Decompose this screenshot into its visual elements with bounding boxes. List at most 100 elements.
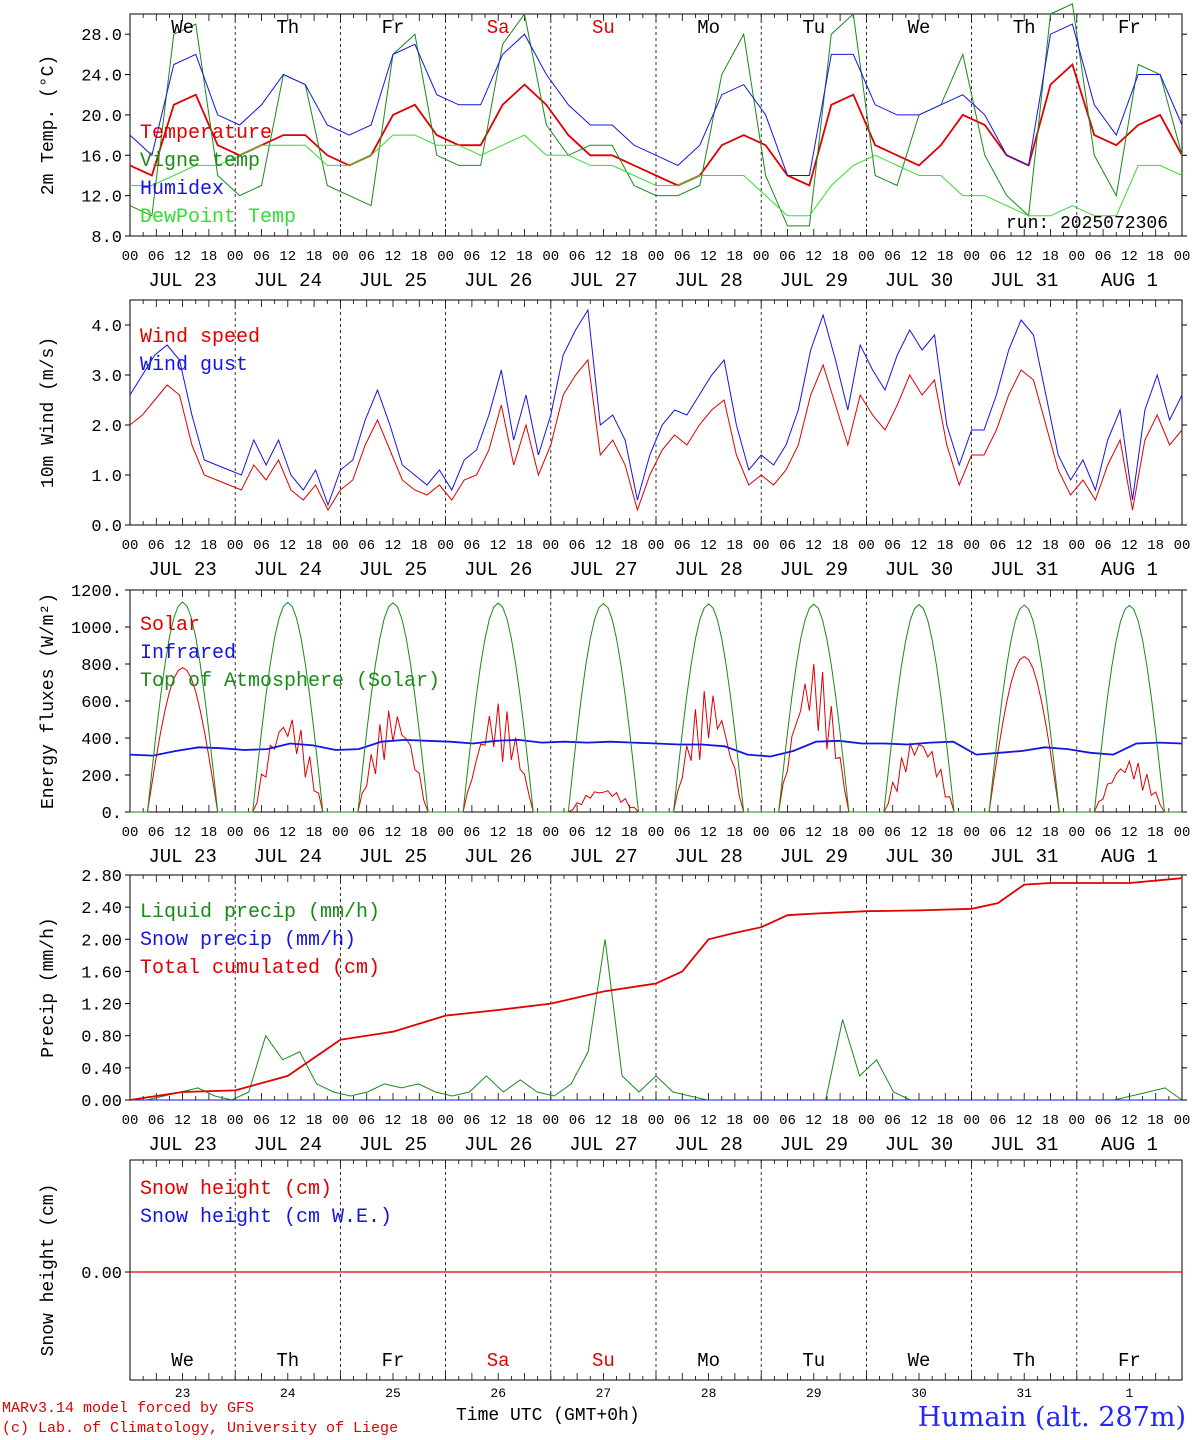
y-axis-title: 2m Temp. (°C)	[39, 55, 59, 195]
day-number: 29	[806, 1386, 822, 1401]
hour-tick-label: 18	[516, 1113, 533, 1129]
date-label: JUL 27	[569, 846, 637, 868]
panel-frame	[129, 299, 1183, 526]
hour-tick-label: 18	[306, 1113, 323, 1129]
legend-entry: Snow height (cm)	[140, 1178, 332, 1201]
y-tick-label: 28.0	[81, 27, 122, 46]
series-line	[129, 877, 1183, 1101]
hour-tick-label: 00	[858, 538, 875, 554]
hour-tick-label: 12	[700, 249, 717, 265]
hour-tick-label: 12	[700, 538, 717, 554]
hour-tick-label: 18	[1042, 249, 1059, 265]
date-label: JUL 26	[464, 270, 532, 292]
y-tick-label: 1.20	[81, 997, 122, 1016]
hour-tick-label: 00	[332, 249, 349, 265]
hour-tick-label: 00	[1068, 1113, 1085, 1129]
hour-tick-label: 18	[306, 538, 323, 554]
hour-tick-label: 00	[227, 825, 244, 841]
hour-tick-label: 12	[595, 538, 612, 554]
hour-tick-label: 12	[174, 249, 191, 265]
date-label: JUL 23	[148, 270, 216, 292]
y-tick-label: 400.	[81, 731, 122, 750]
legend-entry: Infrared	[140, 642, 236, 665]
hour-tick-label: 06	[989, 538, 1006, 554]
day-name-bottom: Th	[276, 1350, 299, 1372]
y-tick-label: 0.00	[81, 1093, 122, 1112]
y-tick-label: 600.	[81, 694, 122, 713]
legend-entry: Top of Atmosphere (Solar)	[140, 670, 440, 693]
hour-tick-label: 18	[1042, 1113, 1059, 1129]
day-name: We	[908, 17, 931, 39]
series-line	[130, 134, 1183, 217]
y-tick-label: 0.	[102, 805, 122, 824]
hour-tick-label: 12	[1121, 249, 1138, 265]
hour-tick-label: 06	[674, 249, 691, 265]
date-label: JUL 30	[885, 559, 953, 581]
hour-tick-label: 18	[200, 538, 217, 554]
hour-tick-label: 18	[1147, 1113, 1164, 1129]
hour-tick-label: 06	[569, 249, 586, 265]
hour-tick-label: 12	[1016, 249, 1033, 265]
date-label: JUL 30	[885, 846, 953, 868]
hour-tick-label: 06	[148, 538, 165, 554]
hour-tick-label: 18	[200, 1113, 217, 1129]
hour-tick-label: 06	[463, 1113, 480, 1129]
hour-tick-label: 18	[726, 1113, 743, 1129]
y-tick-label: 0.80	[81, 1029, 122, 1048]
hour-tick-label: 06	[148, 249, 165, 265]
hour-tick-label: 18	[411, 825, 428, 841]
hour-tick-label: 18	[726, 825, 743, 841]
hour-tick-label: 18	[200, 249, 217, 265]
legend-entry: Wind speed	[140, 326, 260, 349]
hour-tick-label: 06	[148, 1113, 165, 1129]
y-tick-label: 2.80	[81, 868, 122, 887]
y-tick-label: 1200.	[71, 583, 122, 602]
y-tick-label: 0.0	[91, 518, 122, 537]
hour-tick-label: 18	[621, 249, 638, 265]
date-label: JUL 27	[569, 1134, 637, 1156]
day-number: 26	[490, 1386, 506, 1401]
hour-tick-label: 00	[122, 249, 139, 265]
y-tick-label: 20.0	[81, 108, 122, 127]
y-tick-label: 8.0	[91, 229, 122, 248]
run-label: run: 2025072306	[1006, 214, 1168, 234]
date-label: JUL 24	[254, 559, 322, 581]
day-name-bottom: Mo	[697, 1350, 720, 1372]
hour-tick-label: 06	[884, 1113, 901, 1129]
hour-tick-label: 06	[989, 1113, 1006, 1129]
hour-tick-label: 18	[516, 538, 533, 554]
hour-tick-label: 00	[437, 825, 454, 841]
hour-tick-label: 18	[306, 249, 323, 265]
hour-tick-label: 06	[358, 249, 375, 265]
day-name-bottom: Tu	[802, 1350, 825, 1372]
hour-tick-label: 18	[1042, 825, 1059, 841]
date-label: JUL 28	[674, 1134, 742, 1156]
legend-entry: DewPoint Temp	[140, 206, 296, 229]
hour-tick-label: 00	[122, 1113, 139, 1129]
hour-tick-label: 18	[621, 538, 638, 554]
hour-tick-label: 18	[1147, 538, 1164, 554]
hour-tick-label: 18	[411, 1113, 428, 1129]
hour-tick-label: 18	[1147, 249, 1164, 265]
hour-tick-label: 06	[674, 538, 691, 554]
date-label: JUL 23	[148, 559, 216, 581]
x-axis-title: Time UTC (GMT+0h)	[456, 1406, 640, 1426]
hour-tick-label: 06	[1095, 1113, 1112, 1129]
hour-tick-label: 00	[542, 1113, 559, 1129]
y-tick-label: 2.40	[81, 900, 122, 919]
hour-tick-label: 00	[648, 825, 665, 841]
y-tick-label: 24.0	[81, 68, 122, 87]
hour-tick-label: 00	[963, 249, 980, 265]
hour-tick-label: 12	[595, 1113, 612, 1129]
hour-tick-label: 00	[542, 538, 559, 554]
hour-tick-label: 00	[437, 249, 454, 265]
hour-tick-label: 06	[1095, 825, 1112, 841]
series-line	[129, 308, 1183, 507]
hour-tick-label: 00	[858, 249, 875, 265]
hour-tick-label: 06	[674, 825, 691, 841]
hour-tick-label: 06	[779, 1113, 796, 1129]
date-label: JUL 24	[254, 270, 322, 292]
hour-tick-label: 12	[385, 538, 402, 554]
hour-tick-label: 18	[621, 1113, 638, 1129]
